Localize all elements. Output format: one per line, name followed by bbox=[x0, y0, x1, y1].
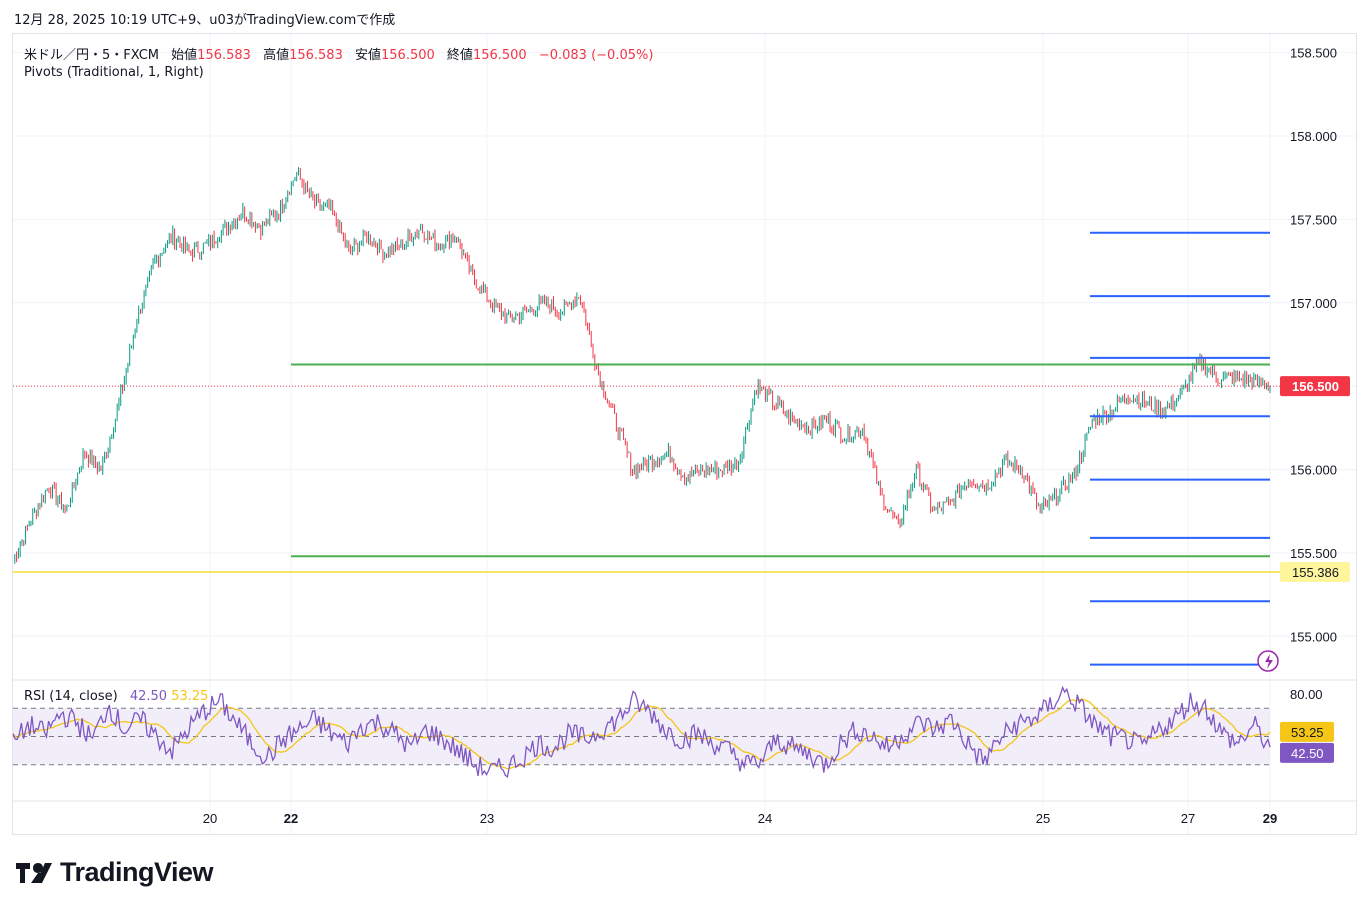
rsi-legend-value: 42.50 bbox=[129, 689, 168, 704]
symbol-label[interactable]: 米ドル／円・5・FXCM bbox=[24, 48, 160, 63]
price-axis-tick: 158.500 bbox=[1290, 46, 1337, 61]
close-value: 156.500 bbox=[472, 48, 527, 63]
time-axis-tick: 25 bbox=[1036, 811, 1050, 826]
rsi-pane bbox=[12, 685, 1271, 779]
price-axis-tick: 155.500 bbox=[1290, 546, 1337, 561]
ohlc-legend[interactable]: 米ドル／円・5・FXCM 始値156.583 高値156.583 安値156.5… bbox=[24, 44, 653, 63]
change-value: −0.083 (−0.05%) bbox=[538, 48, 654, 63]
price-axis-tick: 156.000 bbox=[1290, 463, 1337, 478]
horizontal-level-tag bbox=[1280, 561, 1350, 582]
axes: 155.000 155.500 156.000 156.500 157.000 157.5… bbox=[203, 46, 1350, 826]
last-price-tag bbox=[1280, 376, 1350, 397]
rsi-tag-label: 42.50 bbox=[1291, 746, 1324, 761]
low-label: 安値 bbox=[355, 48, 382, 63]
time-axis-tick: 24 bbox=[758, 811, 772, 826]
open-value: 156.583 bbox=[197, 48, 251, 63]
rsi-tag bbox=[1280, 742, 1334, 763]
last-price-label: 156.500 bbox=[1292, 379, 1339, 394]
rsi-line bbox=[12, 685, 1271, 779]
rsi-ma-tag bbox=[1280, 721, 1334, 742]
rsi-ma-tag-label: 53.25 bbox=[1291, 725, 1324, 740]
lightning-icon-bolt bbox=[1265, 654, 1273, 669]
time-axis-tick: 23 bbox=[480, 811, 494, 826]
time-axis-tick: 22 bbox=[284, 811, 298, 826]
rsi-legend[interactable]: RSI (14, close) 42.50 53.25 bbox=[24, 689, 208, 704]
rsi-band-fill bbox=[13, 708, 1270, 765]
price-axis-tick: 157.000 bbox=[1290, 296, 1337, 311]
snapshot-info: 12月 28, 2025 10:19 UTC+9、u03がTradingView… bbox=[14, 13, 396, 28]
close-label: 終値 bbox=[446, 48, 473, 63]
horizontal-level-label: 155.386 bbox=[1292, 565, 1339, 580]
rsi-ma-legend-value: 53.25 bbox=[171, 689, 209, 704]
open-label: 始値 bbox=[171, 48, 198, 63]
high-value: 156.583 bbox=[289, 48, 343, 63]
rsi-label[interactable]: RSI (14, close) bbox=[24, 689, 118, 704]
chart-frame bbox=[12, 33, 1357, 835]
time-axis-tick: 20 bbox=[203, 811, 217, 826]
tradingview-logo[interactable]: TradingView bbox=[14, 857, 214, 888]
time-axis-tick: 27 bbox=[1181, 811, 1195, 826]
low-value: 156.500 bbox=[381, 48, 435, 63]
price-axis-tick: 157.500 bbox=[1290, 212, 1337, 227]
brand-name: TradingView bbox=[60, 857, 214, 887]
price-axis-tick: 155.000 bbox=[1290, 629, 1337, 644]
price-axis-tick: 158.000 bbox=[1290, 129, 1337, 144]
pivots-legend[interactable]: Pivots (Traditional, 1, Right) bbox=[24, 65, 204, 80]
rsi-ma-line bbox=[12, 698, 1271, 770]
tradingview-logo-icon bbox=[16, 862, 52, 883]
time-axis-tick: 29 bbox=[1263, 811, 1277, 826]
high-label: 高値 bbox=[263, 48, 290, 63]
rsi-axis-tick: 80.00 bbox=[1290, 687, 1323, 702]
price-pane bbox=[13, 167, 1280, 666]
